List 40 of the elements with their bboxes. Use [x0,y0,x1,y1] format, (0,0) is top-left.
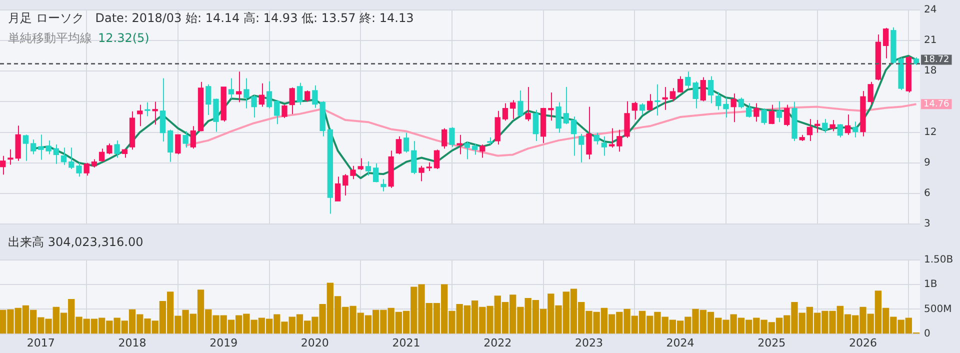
x-tick-label: 2024 [666,336,694,350]
candlestick [426,162,432,172]
candlestick [608,128,615,148]
y-tick-label: 18 [924,66,937,77]
y-tick-label: 6 [924,188,930,200]
x-tick-label: 2019 [210,336,238,350]
x-tick-label: 2026 [848,336,877,350]
x-tick-label: 2021 [392,336,420,350]
candlestick [525,86,531,122]
x-tick-label: 2020 [300,336,329,350]
x-tick-label: 2017 [26,336,55,350]
candlestick [799,134,805,142]
text: 12.32(5) [98,31,150,45]
x-tick-label: 2018 [118,336,146,350]
y-tick-label: 9 [924,157,930,168]
y-tick-label: 1B [924,279,938,290]
candlestick [350,165,356,180]
candlestick [76,162,82,178]
ref-line-label: 18.72 [924,55,950,66]
candlestick [487,136,493,146]
candlestick [594,132,600,146]
y-tick-label: 0 [924,328,930,340]
y-tick-label: 500M [924,304,952,315]
annotation: 14.76 [924,100,950,110]
candlestick [114,140,120,158]
chart-title: 出来高 304,023,316.00 [8,234,144,250]
x-tick-label: 2022 [484,336,512,350]
y-tick-label: 24 [924,4,937,16]
chart-title: 月足 ローソク Date: 2018/03 始: 14.14 高: 14.93 低: 13.57 終: 14.13 [8,10,414,26]
y-tick-label: 1.50B [924,254,954,266]
candlestick [46,140,52,155]
x-tick-label: 2023 [574,336,603,350]
text: 単純移動平均線 [8,31,92,45]
y-tick-label: 21 [924,35,937,46]
y-tick-label: 3 [924,218,930,230]
y-tick-label: 12 [924,126,937,138]
candlestick [418,165,424,182]
candlestick [182,130,188,148]
x-tick-label: 2025 [758,336,786,350]
candlestick [456,134,462,155]
